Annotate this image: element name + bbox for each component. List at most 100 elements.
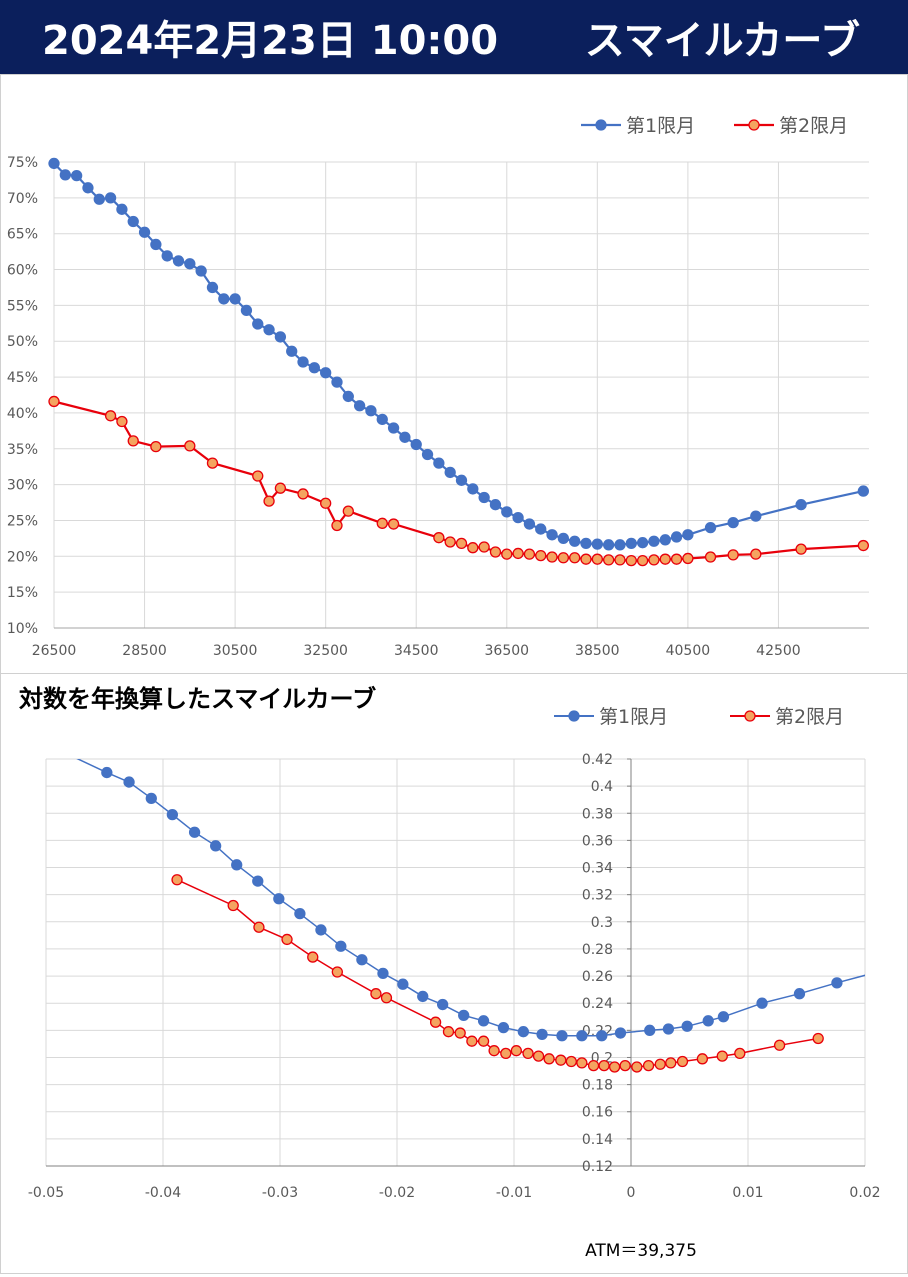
legend-label: 第2限月 xyxy=(779,115,848,137)
data-point-series-1 xyxy=(172,255,185,267)
data-point-series-2 xyxy=(127,435,139,447)
data-point-series-1 xyxy=(308,362,320,374)
data-point-series-1 xyxy=(444,466,456,479)
header-bar: 2024年2月23日 10:00 スマイルカーブ xyxy=(0,0,908,74)
data-point-series-1 xyxy=(467,483,479,495)
data-point-series-1 xyxy=(614,539,626,551)
data-point-series-2 xyxy=(716,1050,728,1062)
log-smile-curve-chart: 対数を年換算したスマイルカーブ -0.05 -0.04 -0.03 -0.02 -0.01… xyxy=(19,685,881,1261)
data-point-series-1 xyxy=(240,304,253,317)
data-point-series-2 xyxy=(206,457,219,469)
data-point-series-1 xyxy=(93,193,105,205)
data-point-series-1 xyxy=(297,356,309,368)
x-tick-label: -0.03 xyxy=(262,1185,298,1201)
data-point-series-2 xyxy=(546,551,558,563)
y-tick-label: 20% xyxy=(7,549,38,565)
y-tick-label: 70% xyxy=(7,191,38,207)
y-tick-label: 0.18 xyxy=(582,1078,613,1094)
data-point-series-1 xyxy=(315,924,327,936)
data-point-series-1 xyxy=(252,875,264,887)
data-point-series-1 xyxy=(166,808,179,821)
y-tick-label: 25% xyxy=(7,513,38,529)
data-point-series-2 xyxy=(576,1057,588,1069)
y-tick-label: 55% xyxy=(7,298,38,314)
legend-label: 第1限月 xyxy=(599,706,668,728)
y-tick-label: 65% xyxy=(7,227,38,243)
data-point-series-2 xyxy=(429,1016,442,1028)
data-point-series-1 xyxy=(546,529,558,541)
data-point-series-2 xyxy=(512,547,524,560)
data-point-series-1 xyxy=(478,491,490,504)
data-point-series-1 xyxy=(150,238,162,251)
x-tick-label: 34500 xyxy=(394,643,439,659)
data-point-series-2 xyxy=(619,1059,631,1072)
data-point-series-1 xyxy=(417,990,429,1003)
data-point-series-2 xyxy=(857,539,869,552)
data-point-series-2 xyxy=(370,988,382,1000)
chart-panel-log-smile-curve: 対数を年換算したスマイルカーブ -0.05 -0.04 -0.03 -0.02 -0.01… xyxy=(0,673,908,1274)
header-title: スマイルカーブ xyxy=(584,18,860,64)
series-line-2 xyxy=(176,879,819,1068)
x-tick-label: -0.02 xyxy=(379,1185,415,1201)
data-point-series-2 xyxy=(636,554,649,567)
y-tick-label: 0.4 xyxy=(591,779,613,795)
data-point-series-1 xyxy=(455,474,468,486)
data-point-series-1 xyxy=(101,766,113,779)
data-point-series-1 xyxy=(70,169,83,182)
data-point-series-2 xyxy=(116,415,128,428)
data-point-series-1 xyxy=(704,521,717,534)
data-point-series-1 xyxy=(184,258,196,270)
data-point-series-1 xyxy=(397,978,409,990)
y-tick-label: 0.42 xyxy=(582,752,613,768)
data-point-series-1 xyxy=(273,893,285,905)
data-point-series-2 xyxy=(342,505,354,517)
data-point-series-1 xyxy=(252,318,264,330)
data-point-series-1 xyxy=(48,157,60,170)
data-point-series-2 xyxy=(569,552,581,564)
data-point-series-1 xyxy=(59,169,71,181)
data-point-series-1 xyxy=(489,499,502,511)
data-point-series-2 xyxy=(510,1045,522,1057)
data-point-series-2 xyxy=(331,966,343,978)
data-point-series-2 xyxy=(433,532,445,544)
data-point-series-1 xyxy=(365,405,377,417)
y-tick-label: 10% xyxy=(7,621,38,637)
data-point-series-2 xyxy=(48,395,60,408)
data-point-series-1 xyxy=(387,422,400,434)
data-point-series-1 xyxy=(161,250,173,262)
data-point-series-2 xyxy=(557,552,570,564)
data-point-series-1 xyxy=(342,390,354,403)
data-point-series-1 xyxy=(536,1028,548,1041)
data-point-series-2 xyxy=(598,1059,610,1072)
data-point-series-2 xyxy=(454,1027,466,1039)
data-point-series-2 xyxy=(750,548,762,560)
data-point-series-1 xyxy=(320,367,332,379)
data-point-series-2 xyxy=(150,440,162,453)
data-point-series-2 xyxy=(489,546,502,558)
data-point-series-1 xyxy=(614,1027,627,1039)
data-point-series-1 xyxy=(625,537,637,550)
y-tick-label: 60% xyxy=(7,263,38,279)
data-point-series-2 xyxy=(773,1039,786,1051)
data-point-series-1 xyxy=(636,537,649,549)
data-point-series-1 xyxy=(356,954,368,966)
data-point-series-1 xyxy=(756,997,768,1009)
data-point-series-2 xyxy=(442,1026,455,1038)
data-point-series-1 xyxy=(127,215,139,228)
data-point-series-1 xyxy=(795,499,807,511)
data-point-series-1 xyxy=(477,1015,490,1027)
data-point-series-2 xyxy=(654,1058,666,1070)
series-line-1 xyxy=(76,759,865,1037)
data-point-series-1 xyxy=(116,203,128,215)
data-point-series-1 xyxy=(644,1024,656,1036)
data-point-series-2 xyxy=(466,1035,478,1047)
data-point-series-1 xyxy=(145,792,157,804)
x-tick-label: -0.05 xyxy=(28,1185,64,1201)
data-point-series-1 xyxy=(209,840,222,852)
x-tick-label: -0.04 xyxy=(145,1185,181,1201)
data-point-series-2 xyxy=(380,992,393,1004)
y-tick-label: 45% xyxy=(7,370,38,386)
data-point-series-2 xyxy=(704,551,717,563)
atm-footnote: ATM＝39,375 xyxy=(585,1241,697,1261)
data-point-series-1 xyxy=(556,1030,568,1042)
